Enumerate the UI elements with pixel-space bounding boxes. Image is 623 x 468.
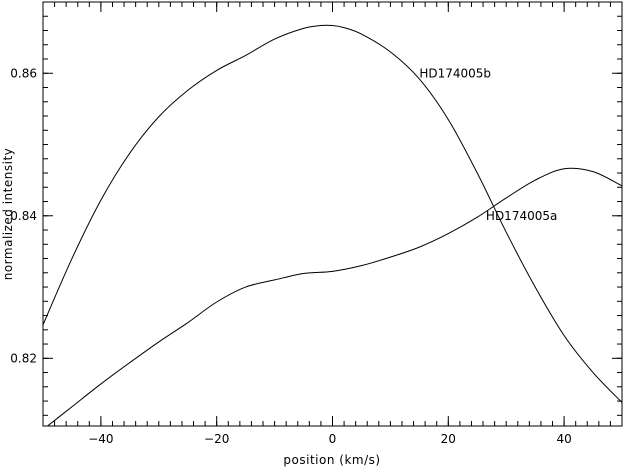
y-tick-label: 0.82 xyxy=(10,351,37,365)
series-label-2: HD174005a xyxy=(486,209,557,223)
series-line-2 xyxy=(46,167,622,426)
series-label-1: HD174005b xyxy=(419,66,491,80)
axis-ticks xyxy=(42,2,623,426)
annotations: HD174005b HD174005a xyxy=(419,66,557,223)
x-axis-title: position (km/s) xyxy=(283,453,380,467)
y-tick-label: 0.84 xyxy=(10,209,37,223)
x-tick-label: 20 xyxy=(441,432,456,446)
series-line-1 xyxy=(43,24,622,403)
y-axis-title: normalized intensity xyxy=(1,148,15,281)
x-tick-label: 40 xyxy=(556,432,571,446)
y-tick-label: 0.86 xyxy=(10,66,37,80)
x-tick-label: 0 xyxy=(329,432,337,446)
axis-tick-labels: −40 −20 0 20 40 0.82 0.84 0.86 xyxy=(10,66,571,446)
series-group xyxy=(43,24,622,426)
x-tick-label: −20 xyxy=(204,432,229,446)
x-tick-label: −40 xyxy=(88,432,113,446)
